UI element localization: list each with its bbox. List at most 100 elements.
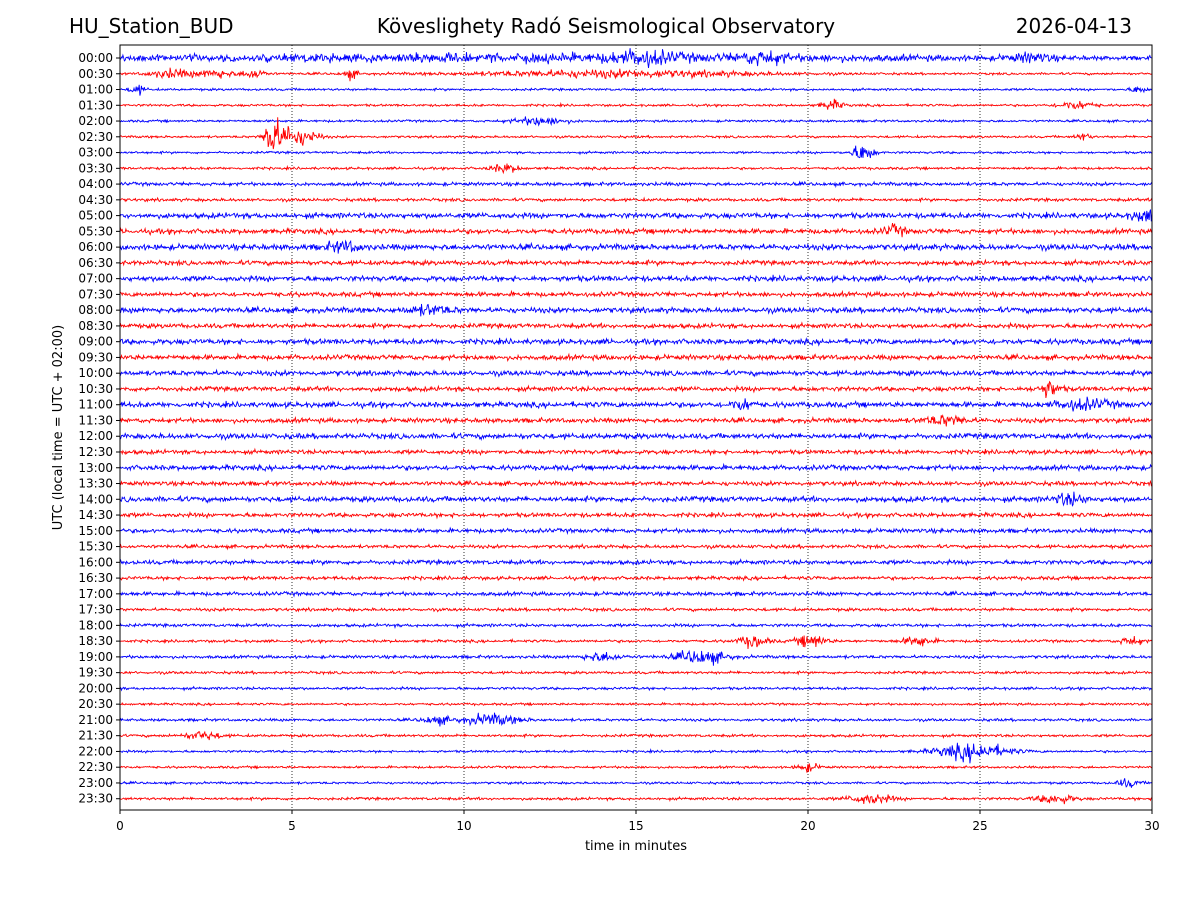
trace-line bbox=[119, 701, 1153, 707]
y-tick-label: 10:30 bbox=[78, 382, 113, 396]
trace-line bbox=[119, 303, 1153, 317]
y-tick-label: 11:30 bbox=[78, 413, 113, 427]
trace-line bbox=[119, 145, 1153, 159]
y-tick-label: 05:30 bbox=[78, 224, 113, 238]
y-tick-label: 20:00 bbox=[78, 681, 113, 695]
x-axis-label: time in minutes bbox=[585, 839, 687, 854]
trace-line bbox=[119, 239, 1153, 254]
y-tick-label: 23:30 bbox=[78, 792, 113, 806]
y-tick-label: 21:30 bbox=[78, 729, 113, 743]
trace-line bbox=[119, 380, 1153, 398]
y-tick-label: 13:30 bbox=[78, 477, 113, 491]
trace-line bbox=[119, 396, 1153, 412]
y-tick-label: 14:00 bbox=[78, 492, 113, 506]
y-tick-label: 02:00 bbox=[78, 114, 113, 128]
x-tick-label: 10 bbox=[456, 819, 471, 833]
trace-line bbox=[119, 491, 1153, 507]
trace-line bbox=[119, 793, 1153, 805]
trace-line bbox=[119, 543, 1153, 551]
observatory-title: Köveslighety Radó Seismological Observat… bbox=[376, 14, 836, 38]
trace-line bbox=[119, 574, 1152, 582]
trace-line bbox=[119, 209, 1153, 222]
record-date: 2026-04-13 bbox=[1015, 14, 1132, 38]
trace-line bbox=[119, 98, 1153, 110]
trace-line bbox=[119, 730, 1153, 741]
x-tick-label: 25 bbox=[972, 819, 987, 833]
y-tick-label: 03:00 bbox=[78, 146, 113, 160]
y-tick-label: 16:30 bbox=[78, 571, 113, 585]
trace-line bbox=[119, 196, 1153, 204]
y-tick-label: 15:30 bbox=[78, 540, 113, 554]
station-name: HU_Station_BUD bbox=[69, 14, 234, 38]
y-tick-label: 17:30 bbox=[78, 603, 113, 617]
trace-line bbox=[119, 180, 1153, 189]
y-tick-label: 21:00 bbox=[78, 713, 113, 727]
y-tick-label: 20:30 bbox=[78, 697, 113, 711]
trace-line bbox=[119, 352, 1153, 363]
y-tick-label: 18:30 bbox=[78, 634, 113, 648]
trace-line bbox=[119, 742, 1153, 764]
y-tick-label: 18:00 bbox=[78, 618, 113, 632]
trace-line bbox=[119, 273, 1153, 284]
trace-line bbox=[119, 712, 1153, 727]
trace-line bbox=[119, 558, 1153, 567]
y-tick-label: 06:30 bbox=[78, 256, 113, 270]
y-tick-label: 08:30 bbox=[78, 319, 113, 333]
trace-line bbox=[119, 48, 1153, 69]
x-tick-label: 30 bbox=[1144, 819, 1159, 833]
trace-line bbox=[119, 635, 1153, 650]
trace-line bbox=[119, 431, 1153, 442]
trace-line bbox=[119, 414, 1153, 427]
trace-line bbox=[119, 67, 1153, 82]
y-tick-label: 04:30 bbox=[78, 193, 113, 207]
y-tick-label: 04:00 bbox=[78, 177, 113, 191]
y-tick-label: 11:00 bbox=[78, 398, 113, 412]
trace-group bbox=[119, 48, 1153, 805]
y-tick-label: 09:00 bbox=[78, 335, 113, 349]
y-tick-label: 00:30 bbox=[78, 67, 113, 81]
trace-line bbox=[119, 368, 1153, 378]
y-tick-label: 15:00 bbox=[78, 524, 113, 538]
trace-line bbox=[119, 778, 1153, 788]
y-tick-label: 01:00 bbox=[78, 83, 113, 97]
trace-line bbox=[119, 589, 1153, 598]
y-tick-label: 05:00 bbox=[78, 209, 113, 223]
trace-line bbox=[119, 526, 1153, 535]
trace-line bbox=[119, 606, 1153, 613]
trace-line bbox=[119, 336, 1153, 347]
y-tick-label: 00:00 bbox=[78, 51, 113, 65]
y-tick-label: 19:00 bbox=[78, 650, 113, 664]
trace-line bbox=[119, 258, 1153, 268]
trace-line bbox=[119, 117, 1153, 150]
trace-line bbox=[119, 321, 1153, 331]
x-tick-label: 5 bbox=[288, 819, 296, 833]
trace-line bbox=[119, 163, 1153, 175]
trace-line bbox=[119, 462, 1153, 473]
x-axis: 0 5 10 15 20 25 30 bbox=[116, 810, 1160, 833]
y-tick-label: 06:00 bbox=[78, 240, 113, 254]
y-tick-label: 02:30 bbox=[78, 130, 113, 144]
y-axis-label: UTC (local time = UTC + 02:00) bbox=[51, 325, 66, 530]
y-tick-label: 19:30 bbox=[78, 666, 113, 680]
trace-line bbox=[119, 669, 1153, 676]
y-tick-label: 07:00 bbox=[78, 272, 113, 286]
x-tick-label: 0 bbox=[116, 819, 124, 833]
trace-line bbox=[119, 685, 1153, 692]
x-tick-label: 15 bbox=[628, 819, 643, 833]
trace-line bbox=[119, 84, 1153, 96]
trace-line bbox=[119, 511, 1153, 520]
x-tick-label: 20 bbox=[800, 819, 815, 833]
trace-line bbox=[119, 223, 1153, 238]
y-tick-label: 12:30 bbox=[78, 445, 113, 459]
y-tick-label: 08:00 bbox=[78, 303, 113, 317]
y-tick-label: 01:30 bbox=[78, 98, 113, 112]
y-tick-label: 07:30 bbox=[78, 287, 113, 301]
y-tick-label: 23:00 bbox=[78, 776, 113, 790]
y-tick-label: 17:00 bbox=[78, 587, 113, 601]
trace-line bbox=[119, 116, 1153, 127]
y-tick-label: 16:00 bbox=[78, 555, 113, 569]
y-tick-label: 03:30 bbox=[78, 161, 113, 175]
y-tick-label: 10:00 bbox=[78, 366, 113, 380]
